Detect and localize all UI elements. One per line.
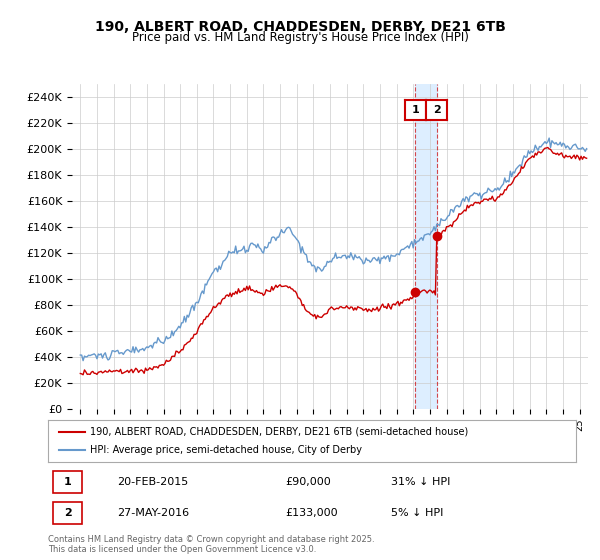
Text: Contains HM Land Registry data © Crown copyright and database right 2025.
This d: Contains HM Land Registry data © Crown c…: [48, 535, 374, 554]
Text: 27-MAY-2016: 27-MAY-2016: [116, 508, 189, 518]
Text: Price paid vs. HM Land Registry's House Price Index (HPI): Price paid vs. HM Land Registry's House …: [131, 31, 469, 44]
Text: 190, ALBERT ROAD, CHADDESDEN, DERBY, DE21 6TB: 190, ALBERT ROAD, CHADDESDEN, DERBY, DE2…: [95, 20, 505, 34]
Text: 190, ALBERT ROAD, CHADDESDEN, DERBY, DE21 6TB (semi-detached house): 190, ALBERT ROAD, CHADDESDEN, DERBY, DE2…: [90, 427, 469, 437]
Text: 31% ↓ HPI: 31% ↓ HPI: [391, 477, 451, 487]
Text: 2: 2: [64, 508, 71, 518]
Text: £90,000: £90,000: [286, 477, 331, 487]
Text: 1: 1: [412, 105, 419, 115]
Text: £133,000: £133,000: [286, 508, 338, 518]
Text: HPI: Average price, semi-detached house, City of Derby: HPI: Average price, semi-detached house,…: [90, 445, 362, 455]
Text: 5% ↓ HPI: 5% ↓ HPI: [391, 508, 443, 518]
FancyBboxPatch shape: [53, 471, 82, 493]
Text: 2: 2: [433, 105, 440, 115]
Bar: [415, 84, 437, 409]
Text: 1: 1: [64, 477, 71, 487]
FancyBboxPatch shape: [53, 502, 82, 524]
Text: 20-FEB-2015: 20-FEB-2015: [116, 477, 188, 487]
